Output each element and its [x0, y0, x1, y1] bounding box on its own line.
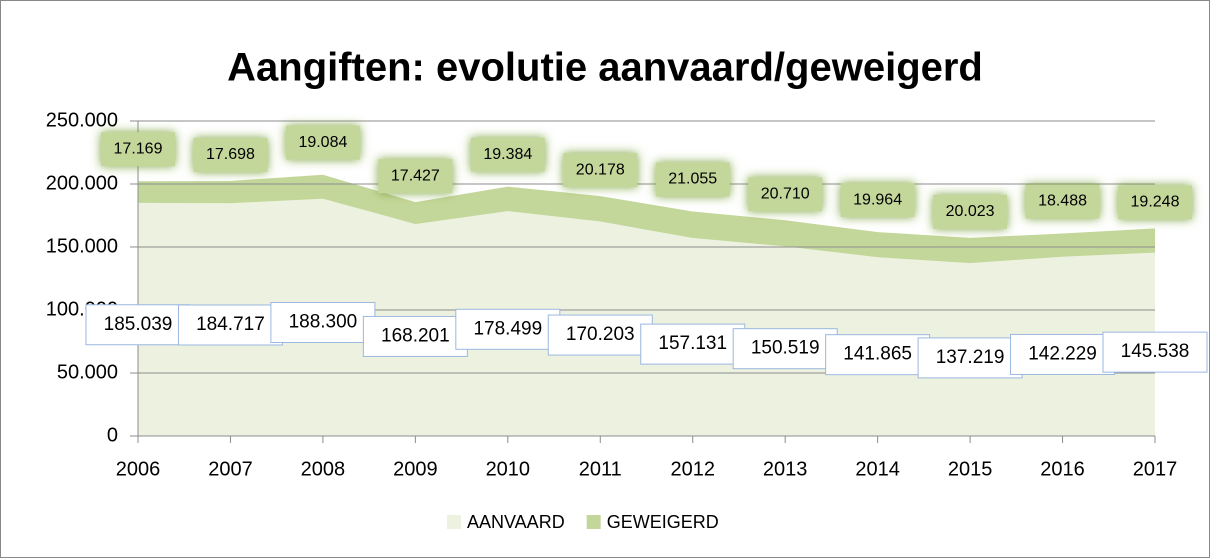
- x-tick-label: 2015: [948, 458, 993, 480]
- value-label: 170.203: [566, 324, 635, 345]
- data-label: 20.710: [748, 177, 823, 212]
- value-label: 137.219: [936, 347, 1005, 368]
- data-label: 170.203: [547, 314, 653, 356]
- value-label: 21.055: [668, 171, 717, 188]
- x-tick-label: 2016: [1040, 458, 1085, 480]
- value-label: 141.865: [843, 344, 912, 365]
- x-tick-label: 2008: [301, 458, 346, 480]
- label-box: [933, 194, 1008, 229]
- data-label: 19.964: [840, 183, 915, 218]
- data-label: 168.201: [362, 315, 468, 357]
- value-label: 168.201: [381, 325, 450, 346]
- data-label: 17.169: [101, 132, 175, 167]
- label-box: [1102, 331, 1208, 373]
- x-tick-label: 2011: [579, 458, 622, 480]
- data-label: 17.698: [193, 137, 268, 172]
- y-tick-label: 50.000: [57, 361, 118, 383]
- data-label: 21.055: [655, 162, 730, 197]
- label-box: [285, 125, 360, 160]
- y-tick-label: 200.000: [46, 172, 118, 194]
- data-label: 137.219: [917, 337, 1023, 379]
- label-box: [101, 132, 175, 167]
- label-box: [270, 302, 376, 344]
- label-box: [378, 159, 453, 194]
- x-tick-label: 2012: [670, 458, 715, 480]
- area: [138, 174, 1155, 264]
- value-label: 188.300: [289, 312, 358, 333]
- x-tick-label: 2009: [393, 458, 438, 480]
- value-label: 19.084: [298, 134, 347, 151]
- legend-label: AANVAARD: [467, 512, 565, 532]
- x-tick-label: 2014: [855, 458, 900, 480]
- data-label: 184.717: [177, 304, 283, 346]
- data-label: 178.499: [455, 308, 561, 350]
- x-tick-label: 2017: [1133, 458, 1178, 480]
- data-label: 185.039: [85, 304, 191, 346]
- label-box: [470, 137, 545, 172]
- value-label: 18.488: [1038, 193, 1087, 210]
- label-box: [732, 328, 838, 370]
- label-box: [455, 308, 561, 350]
- data-label: 19.384: [470, 137, 545, 172]
- data-label: 150.519: [732, 328, 838, 370]
- y-tick-label: 250.000: [46, 109, 118, 131]
- value-label: 145.538: [1121, 341, 1190, 362]
- legend-label: GEWEIGERD: [607, 512, 719, 532]
- value-label: 184.717: [196, 314, 265, 335]
- label-box: [917, 337, 1023, 379]
- legend-swatch: [586, 515, 601, 529]
- value-label: 178.499: [473, 318, 542, 339]
- value-label: 142.229: [1028, 343, 1097, 364]
- value-label: 20.023: [946, 203, 995, 220]
- label-box: [362, 315, 468, 357]
- value-label: 185.039: [104, 314, 173, 335]
- label-box: [1025, 184, 1100, 219]
- data-label: 17.427: [378, 159, 453, 194]
- x-tick-label: 2013: [763, 458, 808, 480]
- label-box: [563, 153, 638, 188]
- value-label: 17.169: [114, 140, 163, 157]
- y-tick-label: 0: [107, 424, 118, 446]
- value-label: 19.384: [483, 146, 532, 163]
- data-label: 20.178: [563, 153, 638, 188]
- chart-title: Aangiften: evolutie aanvaard/geweigerd: [227, 46, 983, 90]
- value-label: 150.519: [751, 338, 820, 359]
- label-box: [85, 304, 191, 346]
- value-label: 17.427: [391, 167, 440, 184]
- data-label: 188.300: [270, 302, 376, 344]
- x-tick-label: 2006: [116, 458, 161, 480]
- value-label: 19.248: [1131, 194, 1180, 211]
- data-label: 145.538: [1102, 331, 1208, 373]
- data-label: 141.865: [825, 334, 931, 376]
- value-label: 17.698: [206, 146, 255, 163]
- y-tick-label: 150.000: [46, 235, 118, 257]
- value-label: 20.710: [761, 185, 810, 202]
- data-label: 19.084: [285, 125, 360, 160]
- legend-swatch: [447, 515, 461, 529]
- label-box: [547, 314, 653, 356]
- label-box: [1118, 185, 1192, 220]
- label-box: [825, 334, 931, 376]
- data-label: 18.488: [1025, 184, 1100, 219]
- label-box: [193, 137, 268, 172]
- label-box: [640, 323, 746, 365]
- label-box: [748, 177, 823, 212]
- value-label: 20.178: [576, 161, 625, 178]
- data-label: 142.229: [1010, 333, 1116, 375]
- label-box: [655, 162, 730, 197]
- x-tick-label: 2010: [486, 458, 531, 480]
- data-label: 157.131: [640, 323, 746, 365]
- label-box: [840, 183, 915, 218]
- label-box: [1010, 333, 1116, 375]
- value-label: 157.131: [658, 333, 727, 354]
- x-tick-label: 2007: [208, 458, 253, 480]
- label-box: [177, 304, 283, 346]
- value-label: 19.964: [853, 191, 902, 208]
- data-label: 19.248: [1118, 185, 1192, 220]
- data-label: 20.023: [933, 194, 1008, 229]
